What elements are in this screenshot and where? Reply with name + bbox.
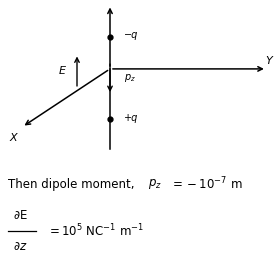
Text: $p_z$: $p_z$	[124, 72, 136, 84]
Text: E: E	[59, 66, 66, 76]
Text: $p_z$: $p_z$	[148, 177, 163, 191]
Text: +q: +q	[124, 113, 138, 123]
Text: −q: −q	[124, 30, 138, 40]
Text: $\partial z$: $\partial z$	[13, 240, 28, 253]
Text: Then dipole moment,: Then dipole moment,	[8, 178, 135, 191]
Text: $= -10^{-7}$ m: $= -10^{-7}$ m	[170, 176, 243, 192]
Text: $\partial$E: $\partial$E	[13, 209, 28, 222]
Text: X: X	[10, 133, 18, 143]
Text: Y: Y	[265, 56, 272, 66]
Text: $= 10^5$ NC$^{-1}$ m$^{-1}$: $= 10^5$ NC$^{-1}$ m$^{-1}$	[47, 223, 144, 239]
